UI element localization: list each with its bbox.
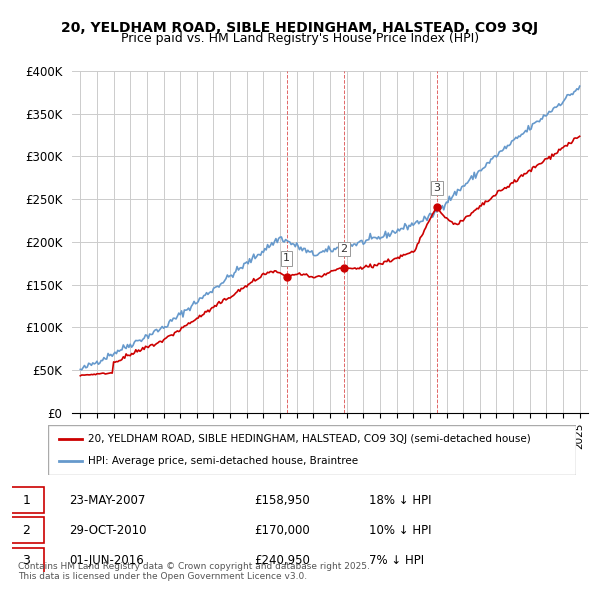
Text: £240,950: £240,950	[254, 554, 310, 567]
Text: 10% ↓ HPI: 10% ↓ HPI	[369, 524, 431, 537]
Text: 3: 3	[22, 554, 31, 567]
Text: 3: 3	[433, 183, 440, 193]
Text: £170,000: £170,000	[254, 524, 310, 537]
Text: 23-MAY-2007: 23-MAY-2007	[70, 494, 146, 507]
FancyBboxPatch shape	[9, 517, 44, 543]
Text: 20, YELDHAM ROAD, SIBLE HEDINGHAM, HALSTEAD, CO9 3QJ (semi-detached house): 20, YELDHAM ROAD, SIBLE HEDINGHAM, HALST…	[88, 434, 530, 444]
Text: 29-OCT-2010: 29-OCT-2010	[70, 524, 147, 537]
Text: 7% ↓ HPI: 7% ↓ HPI	[369, 554, 424, 567]
Text: 1: 1	[283, 253, 290, 263]
Text: 18% ↓ HPI: 18% ↓ HPI	[369, 494, 431, 507]
Text: Price paid vs. HM Land Registry's House Price Index (HPI): Price paid vs. HM Land Registry's House …	[121, 32, 479, 45]
Text: HPI: Average price, semi-detached house, Braintree: HPI: Average price, semi-detached house,…	[88, 456, 358, 466]
FancyBboxPatch shape	[9, 548, 44, 573]
Text: Contains HM Land Registry data © Crown copyright and database right 2025.
This d: Contains HM Land Registry data © Crown c…	[18, 562, 370, 581]
Text: 01-JUN-2016: 01-JUN-2016	[70, 554, 145, 567]
Text: 2: 2	[340, 244, 347, 254]
Text: 20, YELDHAM ROAD, SIBLE HEDINGHAM, HALSTEAD, CO9 3QJ: 20, YELDHAM ROAD, SIBLE HEDINGHAM, HALST…	[61, 21, 539, 35]
Text: £158,950: £158,950	[254, 494, 310, 507]
FancyBboxPatch shape	[9, 487, 44, 513]
Text: 1: 1	[22, 494, 31, 507]
FancyBboxPatch shape	[48, 425, 576, 475]
Text: 2: 2	[22, 524, 31, 537]
